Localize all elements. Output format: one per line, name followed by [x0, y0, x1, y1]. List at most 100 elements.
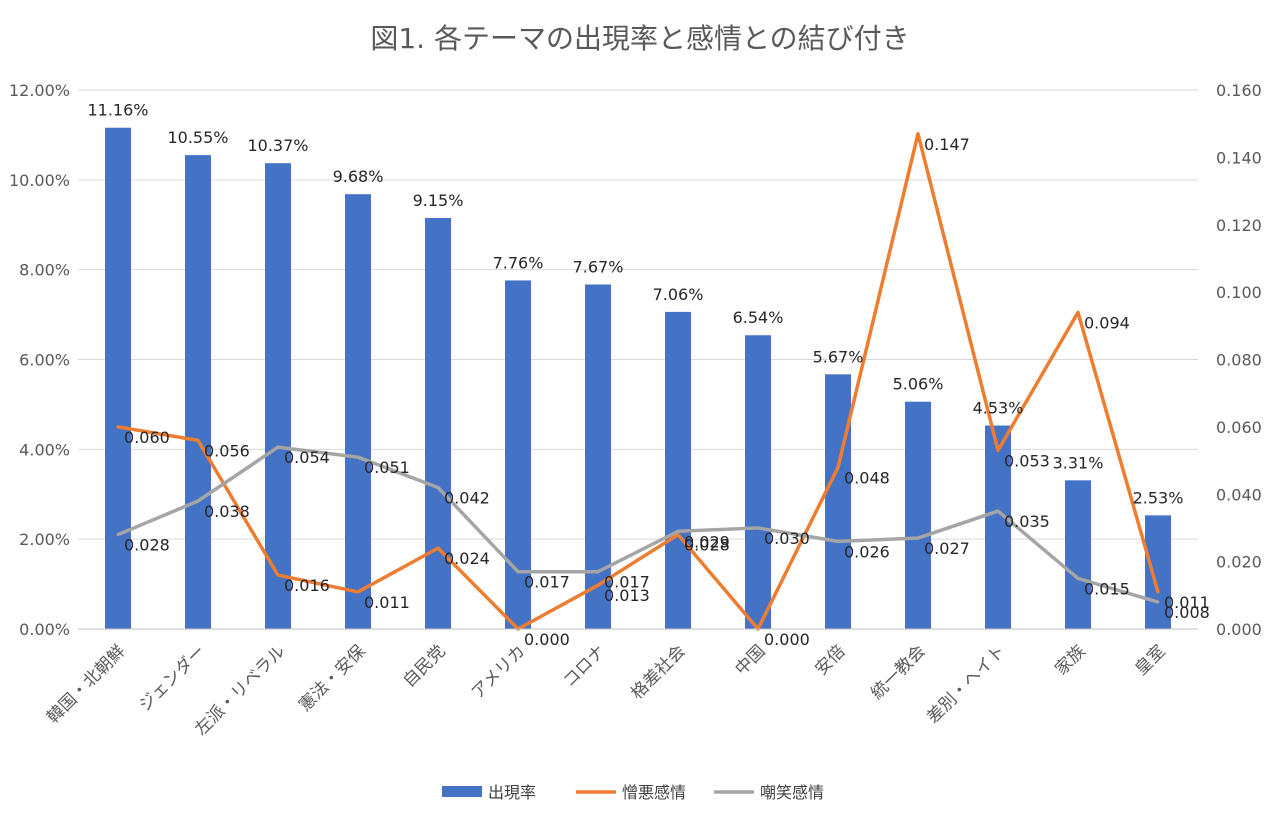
line-data-label: 0.053 [1004, 451, 1050, 470]
line-point [1076, 310, 1080, 314]
bar-data-label: 5.67% [813, 347, 864, 366]
x-category-label: ジェンダー [135, 641, 209, 715]
line-point [996, 448, 1000, 452]
data-labels: 11.16% 10.55% 10.37% 9.68% 9.15% 7.76% 7.67% 7.… [87, 101, 1209, 649]
line-data-label: 0.027 [924, 539, 970, 558]
bar-data-label: 11.16% [87, 101, 148, 120]
line-point [916, 132, 920, 136]
line-point [516, 570, 520, 574]
line-data-label: 0.017 [524, 573, 570, 592]
bar-data-label: 10.55% [167, 128, 228, 147]
y-right-tick-label: 0.040 [1216, 485, 1262, 504]
x-category-label: 自民党 [399, 641, 449, 691]
bar [265, 163, 291, 629]
line-data-label: 0.035 [1004, 512, 1050, 531]
line-data-label: 0.030 [764, 529, 810, 548]
line-data-label: 0.026 [844, 542, 890, 561]
y-left-tick-label: 8.00% [19, 261, 70, 280]
line-data-label: 0.060 [124, 428, 170, 447]
y-right-tick-label: 0.100 [1216, 283, 1262, 302]
line-point [756, 526, 760, 530]
line-data-label: 0.000 [764, 630, 810, 649]
line-point [676, 529, 680, 533]
bar-data-label: 7.06% [653, 285, 704, 304]
bar [905, 401, 931, 629]
y-right-tick-label: 0.140 [1216, 148, 1262, 167]
x-category-label: 差別・ヘイト [923, 641, 1009, 727]
line-point [436, 546, 440, 550]
bar-data-label: 10.37% [247, 136, 308, 155]
x-category-label: アメリカ [468, 641, 530, 703]
line-point [1156, 600, 1160, 604]
line-1 [117, 132, 1160, 631]
line-data-label: 0.011 [1164, 593, 1210, 612]
y-left-tick-label: 10.00% [9, 171, 70, 190]
line-data-label: 0.013 [604, 586, 650, 605]
line-point [596, 583, 600, 587]
bar [1145, 515, 1171, 629]
line-data-label: 0.038 [204, 502, 250, 521]
line-point [116, 533, 120, 537]
legend: 出現率 憎悪感情 嘲笑感情 [442, 783, 824, 802]
bar-data-label: 2.53% [1133, 488, 1184, 507]
line-data-label: 0.029 [684, 532, 730, 551]
line-point [356, 590, 360, 594]
x-category-label: 皇室 [1131, 641, 1169, 679]
y-right-tick-label: 0.000 [1216, 620, 1262, 639]
bar-data-label: 7.67% [573, 257, 624, 276]
line-point [436, 486, 440, 490]
line-data-label: 0.147 [924, 135, 970, 154]
line-point [916, 536, 920, 540]
line-point [996, 509, 1000, 513]
chart-title: 図1. 各テーマの出現率と感情との結び付き [370, 22, 909, 55]
y-right-tick-label: 0.020 [1216, 553, 1262, 572]
y-left-tick-label: 2.00% [19, 530, 70, 549]
line-data-label: 0.028 [684, 536, 730, 555]
line-data-label: 0.011 [364, 593, 410, 612]
line-data-label: 0.016 [284, 576, 330, 595]
line-data-label: 0.056 [204, 441, 250, 460]
y-right-tick-label: 0.120 [1216, 216, 1262, 235]
bar-data-label: 4.53% [973, 399, 1024, 418]
y-right-tick-label: 0.080 [1216, 351, 1262, 370]
bar [825, 374, 851, 629]
line-point [356, 455, 360, 459]
line-data-label: 0.000 [524, 630, 570, 649]
line-point [196, 499, 200, 503]
bar [345, 194, 371, 629]
legend-label: 憎悪感情 [622, 783, 686, 802]
legend-swatch [442, 786, 482, 797]
bar [425, 218, 451, 629]
bar [185, 155, 211, 630]
line-point [836, 539, 840, 543]
line-2 [117, 445, 1159, 604]
line-point [676, 533, 680, 537]
line-point [196, 438, 200, 442]
line-point [836, 465, 840, 469]
line-point [116, 425, 120, 429]
line-data-label: 0.017 [604, 573, 650, 592]
y-left-tick-label: 0.00% [19, 620, 70, 639]
line-point [276, 573, 280, 577]
line-data-label: 0.028 [124, 536, 170, 555]
x-category-label: 韓国・北朝鮮 [43, 641, 129, 727]
line-series [116, 132, 1160, 631]
x-category-label: 家族 [1051, 641, 1089, 679]
y-right-tick-label: 0.060 [1216, 418, 1262, 437]
y-left-tick-label: 4.00% [19, 440, 70, 459]
bar-data-label: 9.68% [333, 167, 384, 186]
line-data-label: 0.042 [444, 489, 490, 508]
line-data-label: 0.015 [1084, 579, 1130, 598]
y-left-tick-label: 6.00% [19, 351, 70, 370]
line-point [596, 570, 600, 574]
line-data-label: 0.051 [364, 458, 410, 477]
y-right-tick-label: 0.160 [1216, 81, 1262, 100]
bar-data-label: 5.06% [893, 375, 944, 394]
y-left-tick-label: 12.00% [9, 81, 70, 100]
bar-data-label: 9.15% [413, 191, 464, 210]
x-category-label: 安倍 [811, 641, 849, 679]
x-category-label: 格差社会 [627, 641, 689, 703]
bar-data-label: 3.31% [1053, 453, 1104, 472]
